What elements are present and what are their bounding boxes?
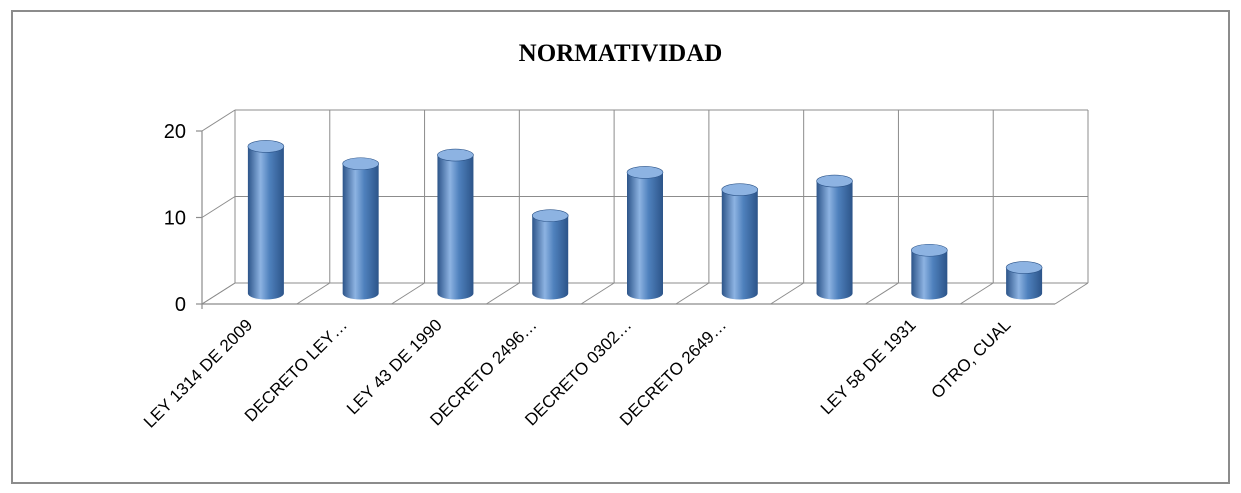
floor-divider — [201, 282, 236, 305]
x-tick-label: DECRETO LEY… — [241, 315, 351, 425]
bar-body — [911, 250, 948, 300]
y-tick-label: 0 — [175, 294, 186, 316]
y-tick-label: 20 — [164, 121, 186, 143]
bar-body — [247, 146, 284, 300]
floor-divider — [391, 282, 425, 305]
bar-body — [816, 181, 853, 300]
floor-divider — [865, 282, 899, 305]
bar — [342, 157, 379, 300]
bar-top — [247, 140, 285, 153]
x-tick-label: DECRETO 0302… — [521, 315, 635, 429]
side-wall-gridline — [201, 196, 236, 218]
x-tick-label: LEY 43 DE 1990 — [343, 315, 446, 418]
bar-top — [1005, 261, 1043, 274]
floor-divider — [486, 282, 520, 305]
bar-top — [342, 157, 379, 171]
floor-divider — [580, 282, 615, 305]
bar-top — [437, 148, 474, 162]
x-tick-label: DECRETO 2649… — [616, 315, 730, 429]
bar-body — [721, 189, 758, 300]
bar-top — [816, 174, 853, 188]
y-tick-label: 10 — [164, 208, 186, 230]
bar — [247, 140, 285, 300]
bar-top — [911, 243, 948, 257]
bar-top — [721, 183, 759, 196]
x-tick-label: DECRETO 2496… — [426, 315, 540, 429]
bar — [911, 243, 948, 300]
bar — [816, 174, 853, 300]
bar-body — [532, 215, 569, 300]
x-tick-label: OTRO, CUAL — [928, 315, 1015, 402]
floor-right-edge — [1054, 282, 1089, 305]
bar-top — [626, 166, 664, 179]
floor-divider — [770, 282, 804, 305]
chart-title: NORMATIVIDAD — [518, 40, 723, 67]
floor-divider — [959, 282, 994, 305]
floor-divider — [296, 282, 331, 305]
bar-body — [342, 163, 379, 300]
bar — [1005, 261, 1043, 300]
bar — [721, 183, 759, 300]
bar — [626, 166, 664, 300]
bar — [531, 209, 569, 300]
bar-body — [437, 155, 474, 300]
side-wall-gridline — [201, 109, 236, 132]
bar-body — [1006, 267, 1043, 300]
chart-frame — [11, 10, 1230, 484]
bar — [437, 148, 474, 300]
x-tick-label: LEY 1314 DE 2009 — [140, 315, 256, 431]
bar-body — [627, 172, 663, 300]
bar-top — [531, 209, 569, 222]
floor-divider — [675, 282, 710, 305]
x-tick-label: LEY 58 DE 1931 — [817, 315, 920, 418]
